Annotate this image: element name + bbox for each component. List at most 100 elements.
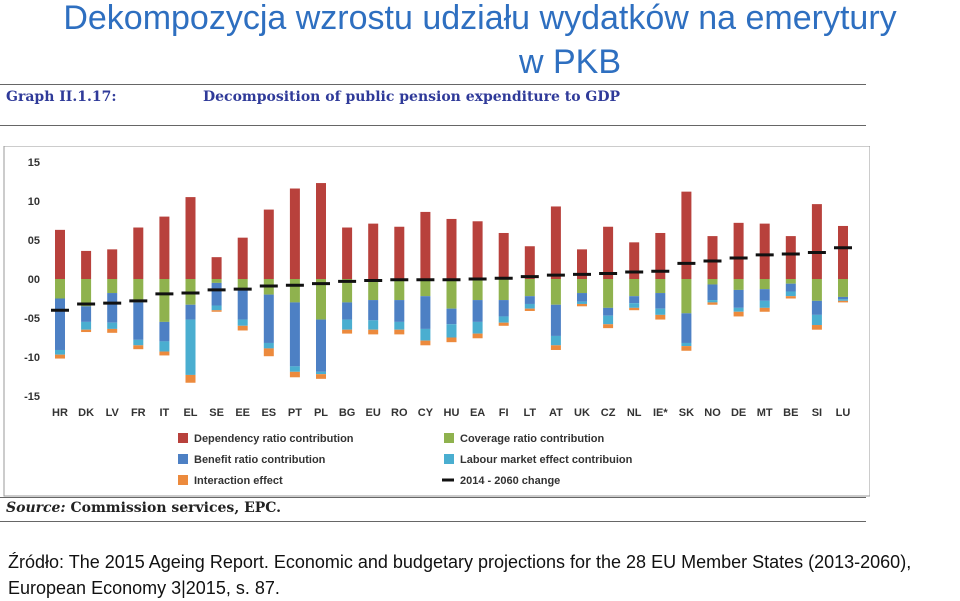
- bar-segment-dependency: [446, 218, 457, 279]
- bar-segment-interaction: [524, 308, 535, 311]
- bar-segment-coverage: [159, 279, 170, 322]
- x-tick-label: BG: [339, 407, 356, 419]
- x-tick-label: NL: [627, 407, 642, 419]
- y-tick-label: 10: [28, 196, 40, 208]
- bar-segment-interaction: [446, 337, 457, 343]
- bar-segment-coverage: [629, 279, 640, 297]
- x-tick-label: LV: [106, 407, 120, 419]
- bar-segment-coverage: [342, 279, 353, 303]
- x-tick-label: CZ: [601, 407, 616, 419]
- bar-segment-coverage: [603, 279, 614, 308]
- bar-segment-dependency: [733, 222, 744, 279]
- legend-label: Labour market effect contribuion: [460, 454, 633, 466]
- x-tick-label: AT: [549, 407, 563, 419]
- bar-segment-coverage: [237, 279, 248, 289]
- bar-segment-labour: [811, 314, 822, 326]
- legend-swatch-benefit: [178, 454, 188, 464]
- x-tick-label: FI: [499, 407, 509, 419]
- bar-segment-interaction: [289, 371, 300, 378]
- graph-source: Source: Commission services, EPC.: [6, 500, 281, 516]
- bar-segment-benefit: [159, 321, 170, 342]
- x-tick-label: SE: [209, 407, 224, 419]
- x-tick-label: SI: [812, 407, 822, 419]
- x-tick-label: SK: [679, 407, 694, 419]
- bar-segment-labour: [446, 324, 457, 338]
- top-rule: [0, 84, 866, 85]
- bar-segment-benefit: [81, 306, 92, 322]
- bar-segment-coverage: [655, 279, 666, 294]
- bar-segment-interaction: [629, 307, 640, 311]
- bar-segment-dependency: [524, 246, 535, 279]
- x-tick-label: EU: [366, 407, 381, 419]
- bar-segment-dependency: [289, 188, 300, 279]
- bar-segment-benefit: [316, 319, 326, 372]
- graph-title-rule: [0, 125, 866, 126]
- legend-swatch-labour: [444, 454, 454, 464]
- bar-segment-coverage: [289, 279, 300, 303]
- bar-segment-labour: [81, 321, 92, 330]
- bar-segment-benefit: [629, 296, 640, 304]
- bar-segment-dependency: [263, 209, 274, 279]
- legend-swatch-coverage: [444, 433, 454, 443]
- bar-segment-interaction: [655, 314, 666, 320]
- bar-segment-dependency: [472, 221, 483, 279]
- bar-segment-benefit: [342, 302, 353, 320]
- bar-segment-coverage: [420, 279, 431, 297]
- bar-segment-coverage: [394, 279, 405, 301]
- bar-segment-interaction: [707, 302, 718, 305]
- bar-segment-labour: [237, 319, 248, 326]
- bar-segment-interaction: [733, 311, 744, 317]
- x-tick-label: PT: [288, 407, 302, 419]
- bar-segment-dependency: [211, 257, 222, 279]
- graph-number: Graph II.1.17:: [6, 89, 117, 105]
- y-tick-label: 00: [28, 274, 40, 286]
- bar-segment-benefit: [185, 304, 196, 320]
- bar-segment-labour: [211, 305, 222, 311]
- bar-segment-benefit: [759, 289, 770, 301]
- bar-segment-coverage: [838, 279, 848, 297]
- graph-title: Decomposition of public pension expendit…: [203, 89, 621, 105]
- source-label: Source:: [6, 500, 66, 516]
- bar-segment-interaction: [811, 325, 822, 330]
- source-bottom-rule: [0, 521, 866, 522]
- bar-segment-coverage: [55, 279, 65, 299]
- bar-segment-coverage: [368, 279, 379, 301]
- x-tick-label: FR: [131, 407, 146, 419]
- bar-segment-labour: [707, 300, 718, 303]
- chart-frame: [3, 146, 870, 497]
- x-tick-label: IT: [160, 407, 170, 419]
- x-tick-label: MT: [757, 407, 773, 419]
- y-tick-label: -10: [24, 352, 40, 364]
- bar-segment-dependency: [577, 249, 587, 279]
- x-tick-label: DE: [731, 407, 746, 419]
- x-tick-label: BE: [783, 407, 798, 419]
- bar-segment-interaction: [420, 340, 431, 346]
- x-tick-label: LU: [836, 407, 851, 419]
- bar-segment-coverage: [811, 279, 822, 301]
- bar-segment-interaction: [342, 329, 353, 334]
- bar-segment-benefit: [681, 313, 692, 343]
- bar-segment-interaction: [81, 329, 92, 333]
- x-tick-label: EL: [183, 407, 197, 419]
- bar-segment-labour: [681, 342, 692, 347]
- x-tick-label: RO: [391, 407, 408, 419]
- bar-segment-interaction: [263, 348, 274, 357]
- bar-segment-labour: [289, 366, 300, 372]
- bar-segment-dependency: [55, 229, 65, 279]
- x-tick-label: UK: [574, 407, 590, 419]
- bar-segment-dependency: [603, 226, 614, 279]
- bar-segment-coverage: [759, 279, 770, 290]
- bar-segment-labour: [524, 303, 535, 309]
- bar-segment-dependency: [185, 197, 196, 279]
- legend-label: Benefit ratio contribution: [194, 454, 326, 466]
- bar-segment-benefit: [524, 296, 535, 304]
- bar-segment-labour: [472, 321, 483, 334]
- bar-segment-interaction: [498, 322, 509, 326]
- bar-segment-benefit: [811, 300, 822, 315]
- bar-segment-labour: [759, 300, 770, 308]
- bar-segment-labour: [629, 303, 640, 308]
- slide-title-line-1: Dekompozycja wzrostu udziału wydatków na…: [63, 0, 897, 37]
- bar-segment-labour: [785, 291, 796, 297]
- y-axis: 15 10 05 00 -05 -10 -15: [24, 157, 40, 403]
- bar-segment-dependency: [655, 232, 666, 279]
